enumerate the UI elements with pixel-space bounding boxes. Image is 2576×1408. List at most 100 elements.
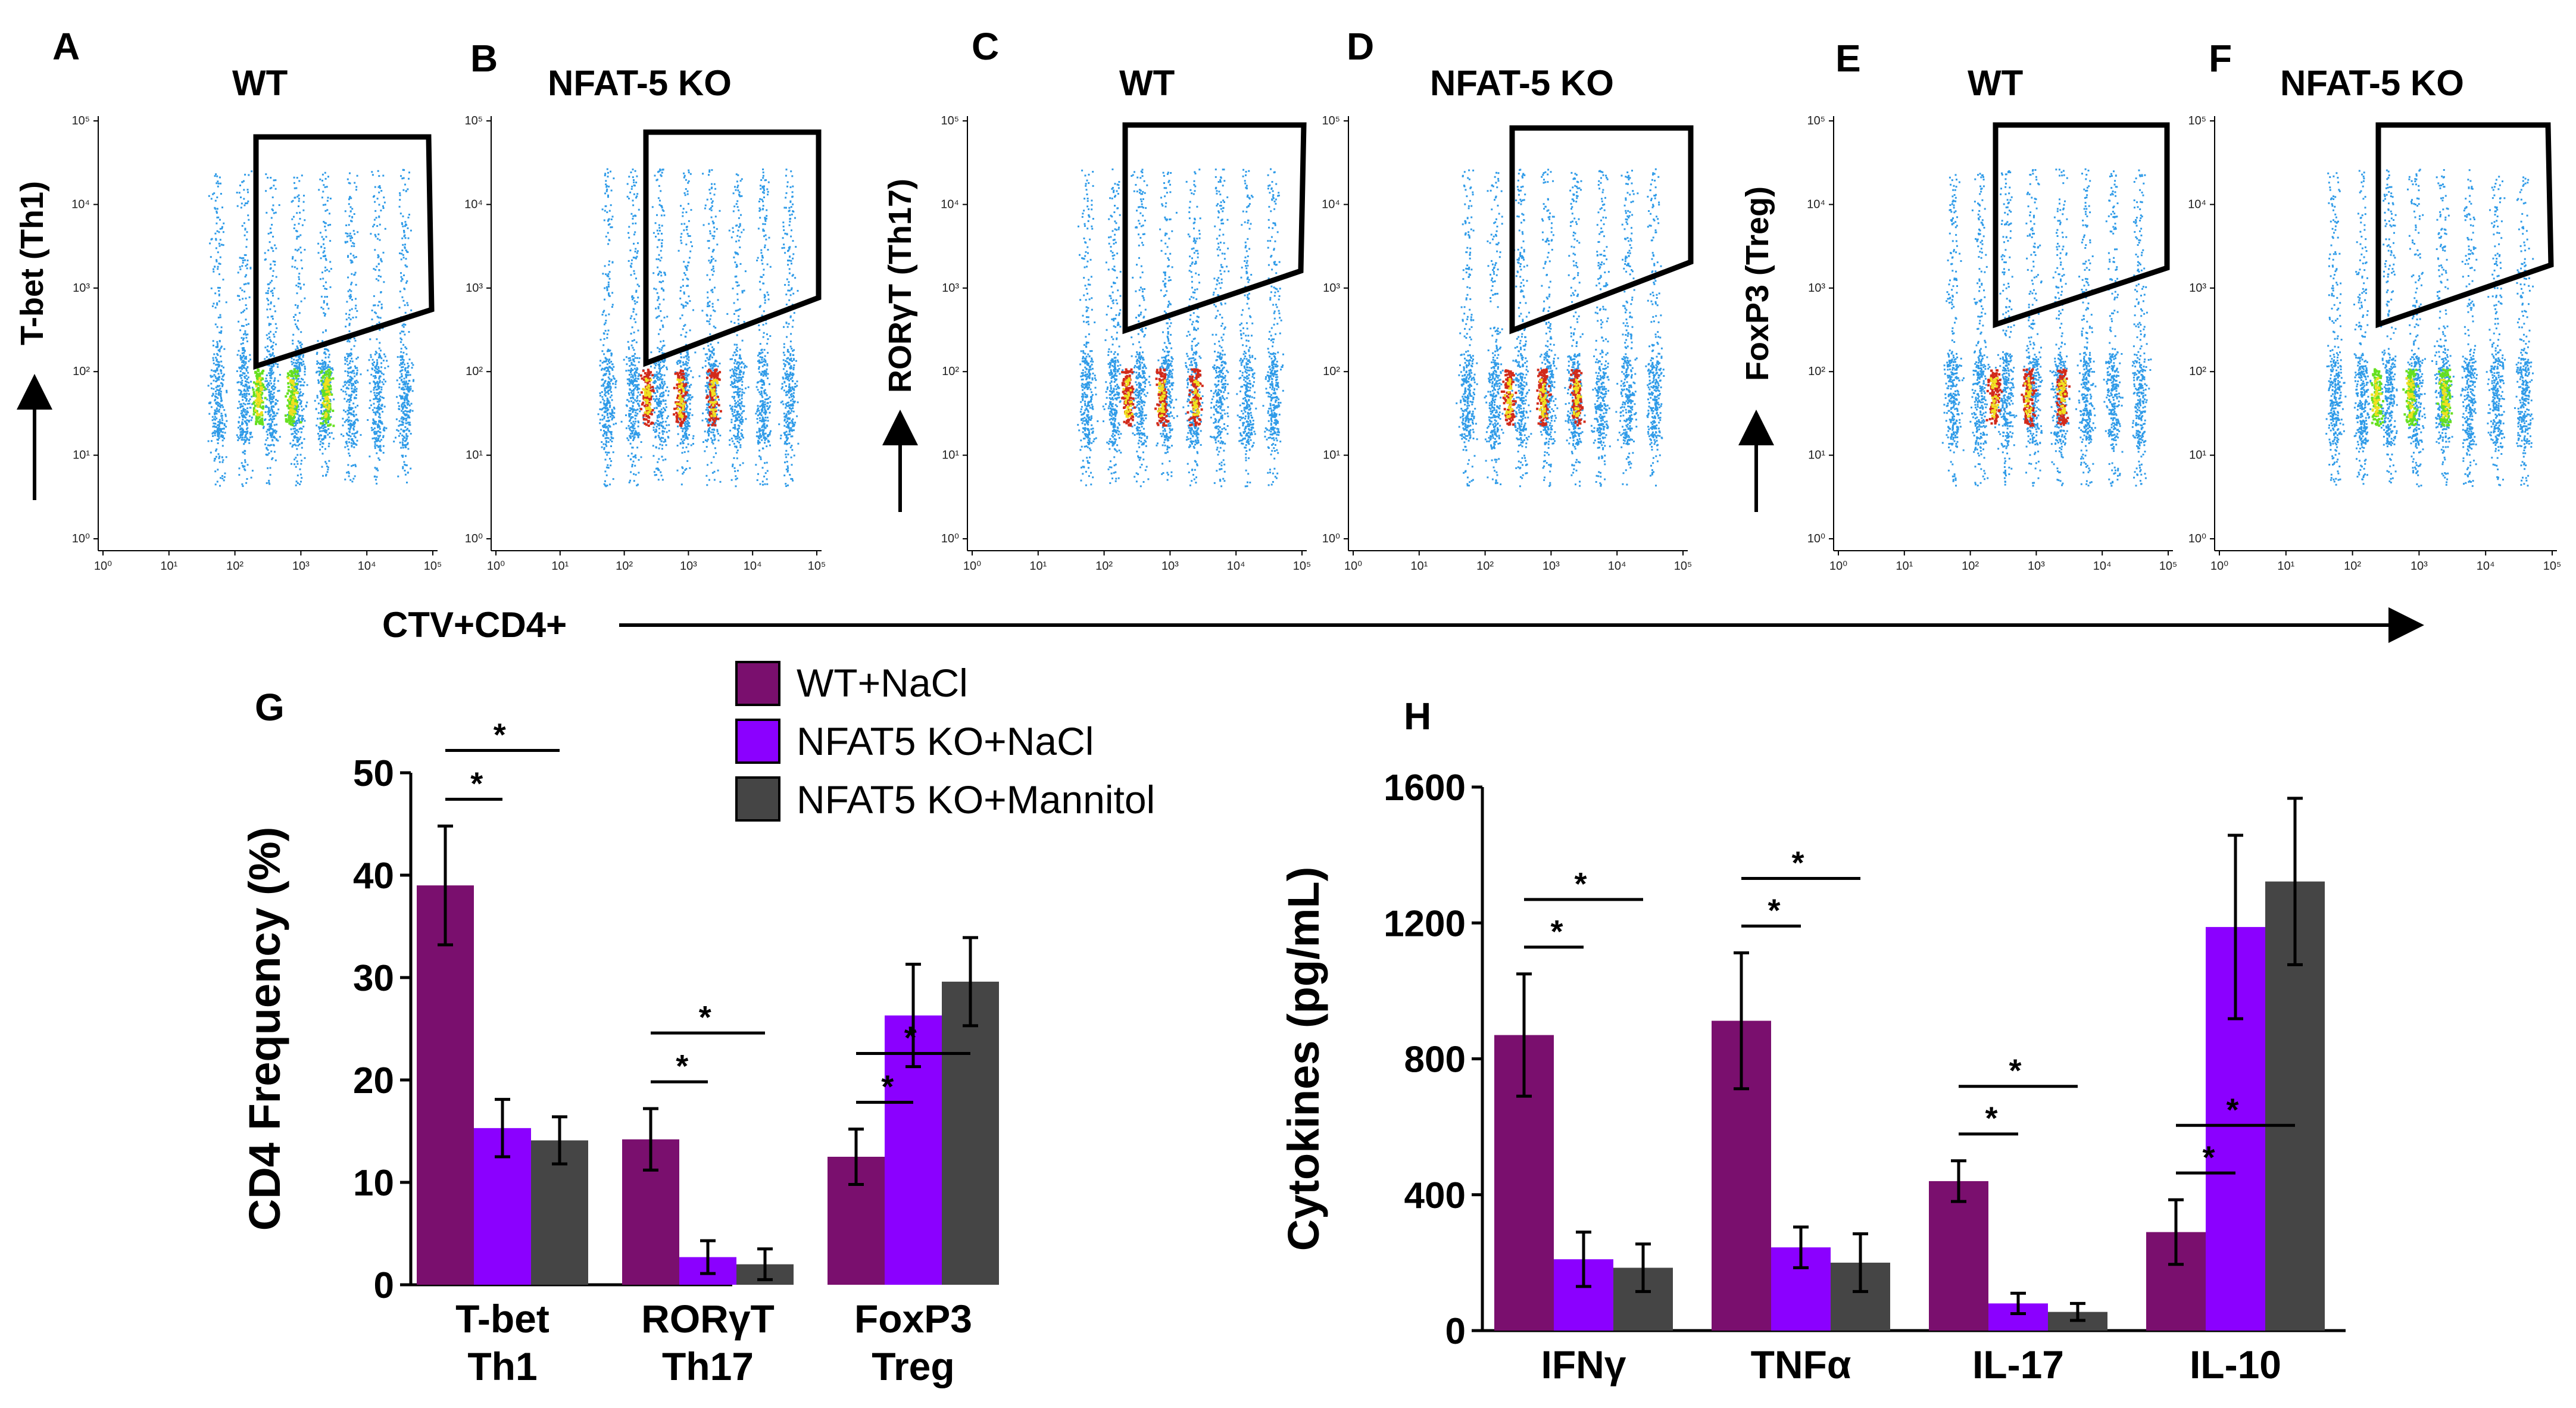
y-tick-label: 400: [1404, 1175, 1466, 1216]
y-tick-label: 50: [353, 753, 394, 794]
y-tick-label: 10: [353, 1163, 394, 1204]
category-label: FoxP3: [854, 1297, 972, 1341]
flow-events-core-highlight: [1990, 377, 2067, 419]
flow-y-tick-label: 10⁵: [1807, 114, 1825, 127]
flow-y-tick-label: 10⁴: [1322, 198, 1340, 211]
significance-star: *: [1985, 1101, 1997, 1137]
flow-y-tick-label: 10⁰: [2188, 532, 2206, 545]
marker-label-rorgt: RORγT (Th17): [882, 179, 918, 393]
flow-events-scatter: [2325, 168, 2534, 488]
panel-title-e: WT: [1968, 63, 2023, 103]
flow-x-tick-label: 10³: [680, 560, 697, 573]
flow-events-scatter: [1456, 168, 1665, 488]
flow-y-tick-label: 10⁰: [1322, 532, 1340, 545]
flow-x-tick-label: 10⁵: [1674, 560, 1693, 573]
flow-y-tick-label: 10¹: [466, 449, 483, 462]
flow-y-tick-label: 10¹: [2189, 449, 2206, 462]
flow-y-tick-label: 10²: [942, 365, 959, 378]
y-tick-label: 40: [353, 856, 394, 897]
significance-star: *: [2009, 1053, 2021, 1089]
flow-y-tick-label: 10³: [942, 282, 959, 295]
flow-x-tick-label: 10²: [1962, 560, 1979, 573]
category-label: IFNγ: [1541, 1343, 1626, 1387]
gate-polygon: [1509, 125, 1694, 335]
y-tick-label: 1200: [1384, 903, 1466, 944]
flow-x-tick-label: 10²: [1476, 560, 1494, 573]
flow-y-tick-label: 10⁴: [1807, 198, 1825, 211]
flow-x-tick-label: 10²: [616, 560, 633, 573]
flow-plot-c: 10⁰ 10⁰ 10¹ 10¹ 10² 10² 10³ 10³ 10⁴ 10⁴ 10⁵ 10⁵: [941, 114, 1311, 573]
flow-x-tick-label: 10³: [292, 560, 310, 573]
category-label: T-bet: [455, 1297, 549, 1341]
legend-swatch-ko-nacl: [735, 719, 780, 764]
flow-x-tick-label: 10³: [1161, 560, 1179, 573]
category-label: IL-17: [1972, 1343, 2064, 1387]
flow-y-tick-label: 10¹: [1323, 449, 1340, 462]
flow-y-tick-label: 10⁴: [464, 198, 483, 211]
flow-events-core-highlight: [1122, 377, 1201, 419]
flow-plot-a: 10⁰ 10⁰ 10¹ 10¹ 10² 10² 10³ 10³ 10⁴ 10⁴ 10⁵ 10⁵: [71, 114, 442, 573]
significance-star: *: [1574, 866, 1587, 902]
y-tick-label: 20: [353, 1060, 394, 1101]
panel-letter-d: D: [1347, 25, 1374, 68]
flow-y-tick-label: 10⁴: [2188, 198, 2206, 211]
panel-letter-a: A: [52, 25, 80, 68]
flow-y-tick-label: 10⁵: [464, 114, 483, 127]
flow-y-tick-label: 10²: [73, 365, 90, 378]
flow-y-tick-label: 10³: [1323, 282, 1340, 295]
flow-x-tick-label: 10¹: [1410, 560, 1428, 573]
flow-y-tick-label: 10²: [1323, 365, 1340, 378]
marker-label-tbet: T-bet (Th1): [14, 181, 50, 345]
flow-y-tick-label: 10⁵: [71, 114, 90, 127]
flow-y-tick-label: 10⁴: [71, 198, 90, 211]
bar-wt-nacl: [417, 885, 474, 1285]
flow-y-tick-label: 10⁵: [2188, 114, 2206, 127]
gate-polygon: [1993, 122, 2170, 329]
y-axis-label: CD4 Frequency (%): [240, 827, 289, 1231]
flow-x-tick-label: 10²: [1095, 560, 1113, 573]
flow-y-tick-label: 10¹: [1808, 449, 1825, 462]
flow-y-tick-label: 10³: [1808, 282, 1825, 295]
panel-title-f: NFAT-5 KO: [2280, 63, 2464, 103]
panel-letter-e: E: [1835, 37, 1861, 80]
flow-x-tick-label: 10⁰: [1829, 560, 1847, 573]
flow-y-tick-label: 10²: [2189, 365, 2206, 378]
flow-y-tick-label: 10³: [2189, 282, 2206, 295]
flow-events-core-highlight: [254, 377, 332, 419]
flow-y-tick-label: 10⁰: [1807, 532, 1825, 545]
flow-y-tick-label: 10⁰: [941, 532, 959, 545]
flow-panel-labels: A WT B NFAT-5 KO C WT D NFAT-5 KO E WT F…: [14, 25, 2464, 645]
y-tick-label: 0: [374, 1265, 394, 1306]
y-tick-label: 30: [353, 958, 394, 999]
significance-star: *: [881, 1069, 894, 1105]
flow-x-tick-label: 10⁴: [1608, 560, 1626, 573]
flow-plot-b: 10⁰ 10⁰ 10¹ 10¹ 10² 10² 10³ 10³ 10⁴ 10⁴ 10⁵ 10⁵: [464, 114, 826, 573]
flow-y-tick-label: 10⁵: [1322, 114, 1340, 127]
flow-x-tick-label: 10⁵: [808, 560, 826, 573]
significance-star: *: [2202, 1139, 2215, 1175]
legend-label-wt-nacl: WT+NaCl: [797, 661, 968, 705]
bar-wt-nacl: [1929, 1181, 1988, 1331]
flow-events-core-highlight: [2371, 377, 2450, 419]
flow-plot-f: 10⁰ 10⁰ 10¹ 10¹ 10² 10² 10³ 10³ 10⁴ 10⁴ 10⁵ 10⁵: [2188, 114, 2561, 573]
legend-label-ko-nacl: NFAT5 KO+NaCl: [797, 719, 1094, 763]
flow-y-tick-label: 10¹: [73, 449, 90, 462]
significance-star: *: [699, 1000, 711, 1035]
flow-x-tick-label: 10²: [2344, 560, 2361, 573]
legend: WT+NaCl NFAT5 KO+NaCl NFAT5 KO+Mannitol: [735, 661, 1155, 822]
flow-y-tick-label: 10⁵: [941, 114, 959, 127]
category-label: Th1: [467, 1344, 537, 1388]
flow-y-tick-label: 10⁴: [941, 198, 959, 211]
legend-swatch-ko-mannitol: [735, 776, 780, 822]
flow-events-core-highlight: [642, 377, 719, 419]
y-tick-label: 0: [1445, 1311, 1466, 1352]
flow-y-tick-label: 10⁰: [72, 532, 90, 545]
panel-letter-f: F: [2209, 37, 2232, 80]
gate-polygon: [253, 134, 435, 370]
flow-plot-e: 10⁰ 10⁰ 10¹ 10¹ 10² 10² 10³ 10³ 10⁴ 10⁴ 10⁵ 10⁵: [1807, 114, 2177, 573]
flow-events-dense-core: [1985, 368, 2071, 427]
flow-x-tick-label: 10⁴: [1227, 560, 1245, 573]
flow-y-tick-label: 10²: [1808, 365, 1825, 378]
panel-title-d: NFAT-5 KO: [1430, 63, 1614, 103]
